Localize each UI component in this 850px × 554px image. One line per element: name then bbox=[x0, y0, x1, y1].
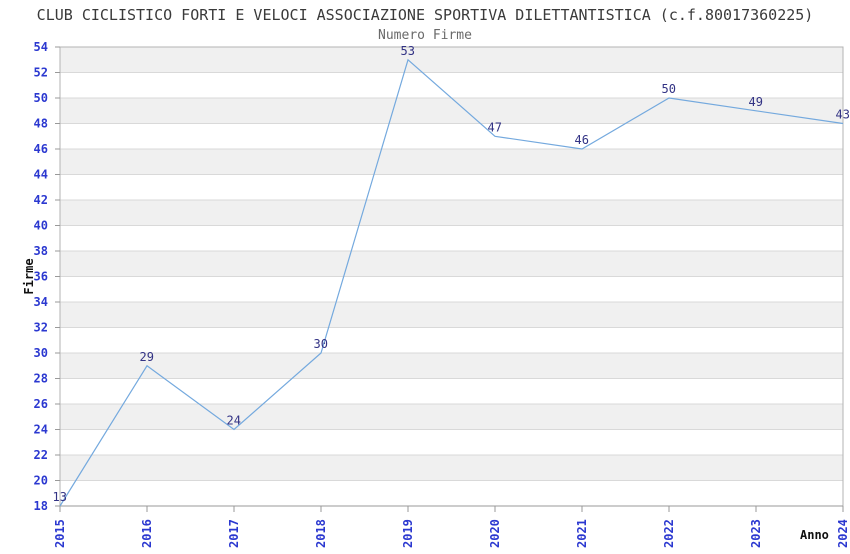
y-tick-label: 22 bbox=[34, 448, 48, 462]
chart-subtitle: Numero Firme bbox=[378, 28, 472, 43]
y-tick-label: 26 bbox=[34, 397, 48, 411]
point-label: 47 bbox=[488, 120, 502, 134]
point-label: 43 bbox=[836, 108, 850, 122]
x-axis-title: Anno bbox=[800, 528, 829, 542]
data-line bbox=[59, 58, 844, 507]
point-label: 46 bbox=[575, 133, 589, 147]
plot-band bbox=[60, 455, 843, 481]
y-tick-label: 24 bbox=[34, 423, 48, 437]
point-label: 53 bbox=[401, 44, 415, 58]
y-tick-label: 44 bbox=[34, 168, 48, 182]
y-tick-label: 48 bbox=[34, 117, 48, 131]
x-tick-label: 2017 bbox=[227, 519, 241, 548]
y-tick-label: 28 bbox=[34, 372, 48, 386]
y-tick-label: 54 bbox=[34, 40, 48, 54]
point-label: 50 bbox=[662, 82, 676, 96]
plot-band bbox=[60, 123, 843, 149]
x-tick-label: 2016 bbox=[140, 519, 154, 548]
plot-band bbox=[60, 480, 843, 506]
plot-band bbox=[60, 276, 843, 302]
plot-band bbox=[60, 225, 843, 251]
plot-band bbox=[60, 327, 843, 353]
y-tick-label: 46 bbox=[34, 142, 48, 156]
y-tick-label: 18 bbox=[34, 499, 48, 513]
y-tick-label: 36 bbox=[34, 270, 48, 284]
y-tick-label: 52 bbox=[34, 66, 48, 80]
x-tick-label: 2019 bbox=[401, 519, 415, 548]
x-tick-label: 2015 bbox=[53, 519, 67, 548]
plot-band bbox=[60, 72, 843, 98]
x-tick-label: 2020 bbox=[488, 519, 502, 548]
point-label: 24 bbox=[227, 414, 241, 428]
x-tick-label: 2023 bbox=[749, 519, 763, 548]
y-axis-title: Firme bbox=[22, 258, 36, 294]
y-tick-label: 40 bbox=[34, 219, 48, 233]
plot-band bbox=[60, 251, 843, 277]
y-tick-label: 50 bbox=[34, 91, 48, 105]
plot-band bbox=[60, 353, 843, 379]
point-label: 30 bbox=[314, 337, 328, 351]
x-tick-label: 2021 bbox=[575, 519, 589, 548]
y-tick-label: 34 bbox=[34, 295, 48, 309]
plot-band bbox=[60, 378, 843, 404]
plot-band bbox=[60, 200, 843, 226]
point-label: 49 bbox=[749, 95, 763, 109]
point-label: 13 bbox=[53, 490, 67, 504]
plot-band bbox=[60, 429, 843, 455]
y-tick-label: 32 bbox=[34, 321, 48, 335]
y-tick-label: 20 bbox=[34, 474, 48, 488]
point-label: 29 bbox=[140, 350, 154, 364]
plot-band bbox=[60, 404, 843, 430]
plot-band bbox=[60, 98, 843, 124]
y-tick-label: 38 bbox=[34, 244, 48, 258]
x-tick-label: 2022 bbox=[662, 519, 676, 548]
plot-band bbox=[60, 302, 843, 328]
x-tick-label: 2018 bbox=[314, 519, 328, 548]
x-tick-label: 2024 bbox=[836, 519, 850, 548]
plot-band bbox=[60, 174, 843, 200]
plot-band bbox=[60, 47, 843, 73]
y-tick-label: 30 bbox=[34, 346, 48, 360]
plot-band bbox=[60, 149, 843, 175]
y-tick-label: 42 bbox=[34, 193, 48, 207]
chart-title: CLUB CICLISTICO FORTI E VELOCI ASSOCIAZI… bbox=[36, 6, 814, 24]
